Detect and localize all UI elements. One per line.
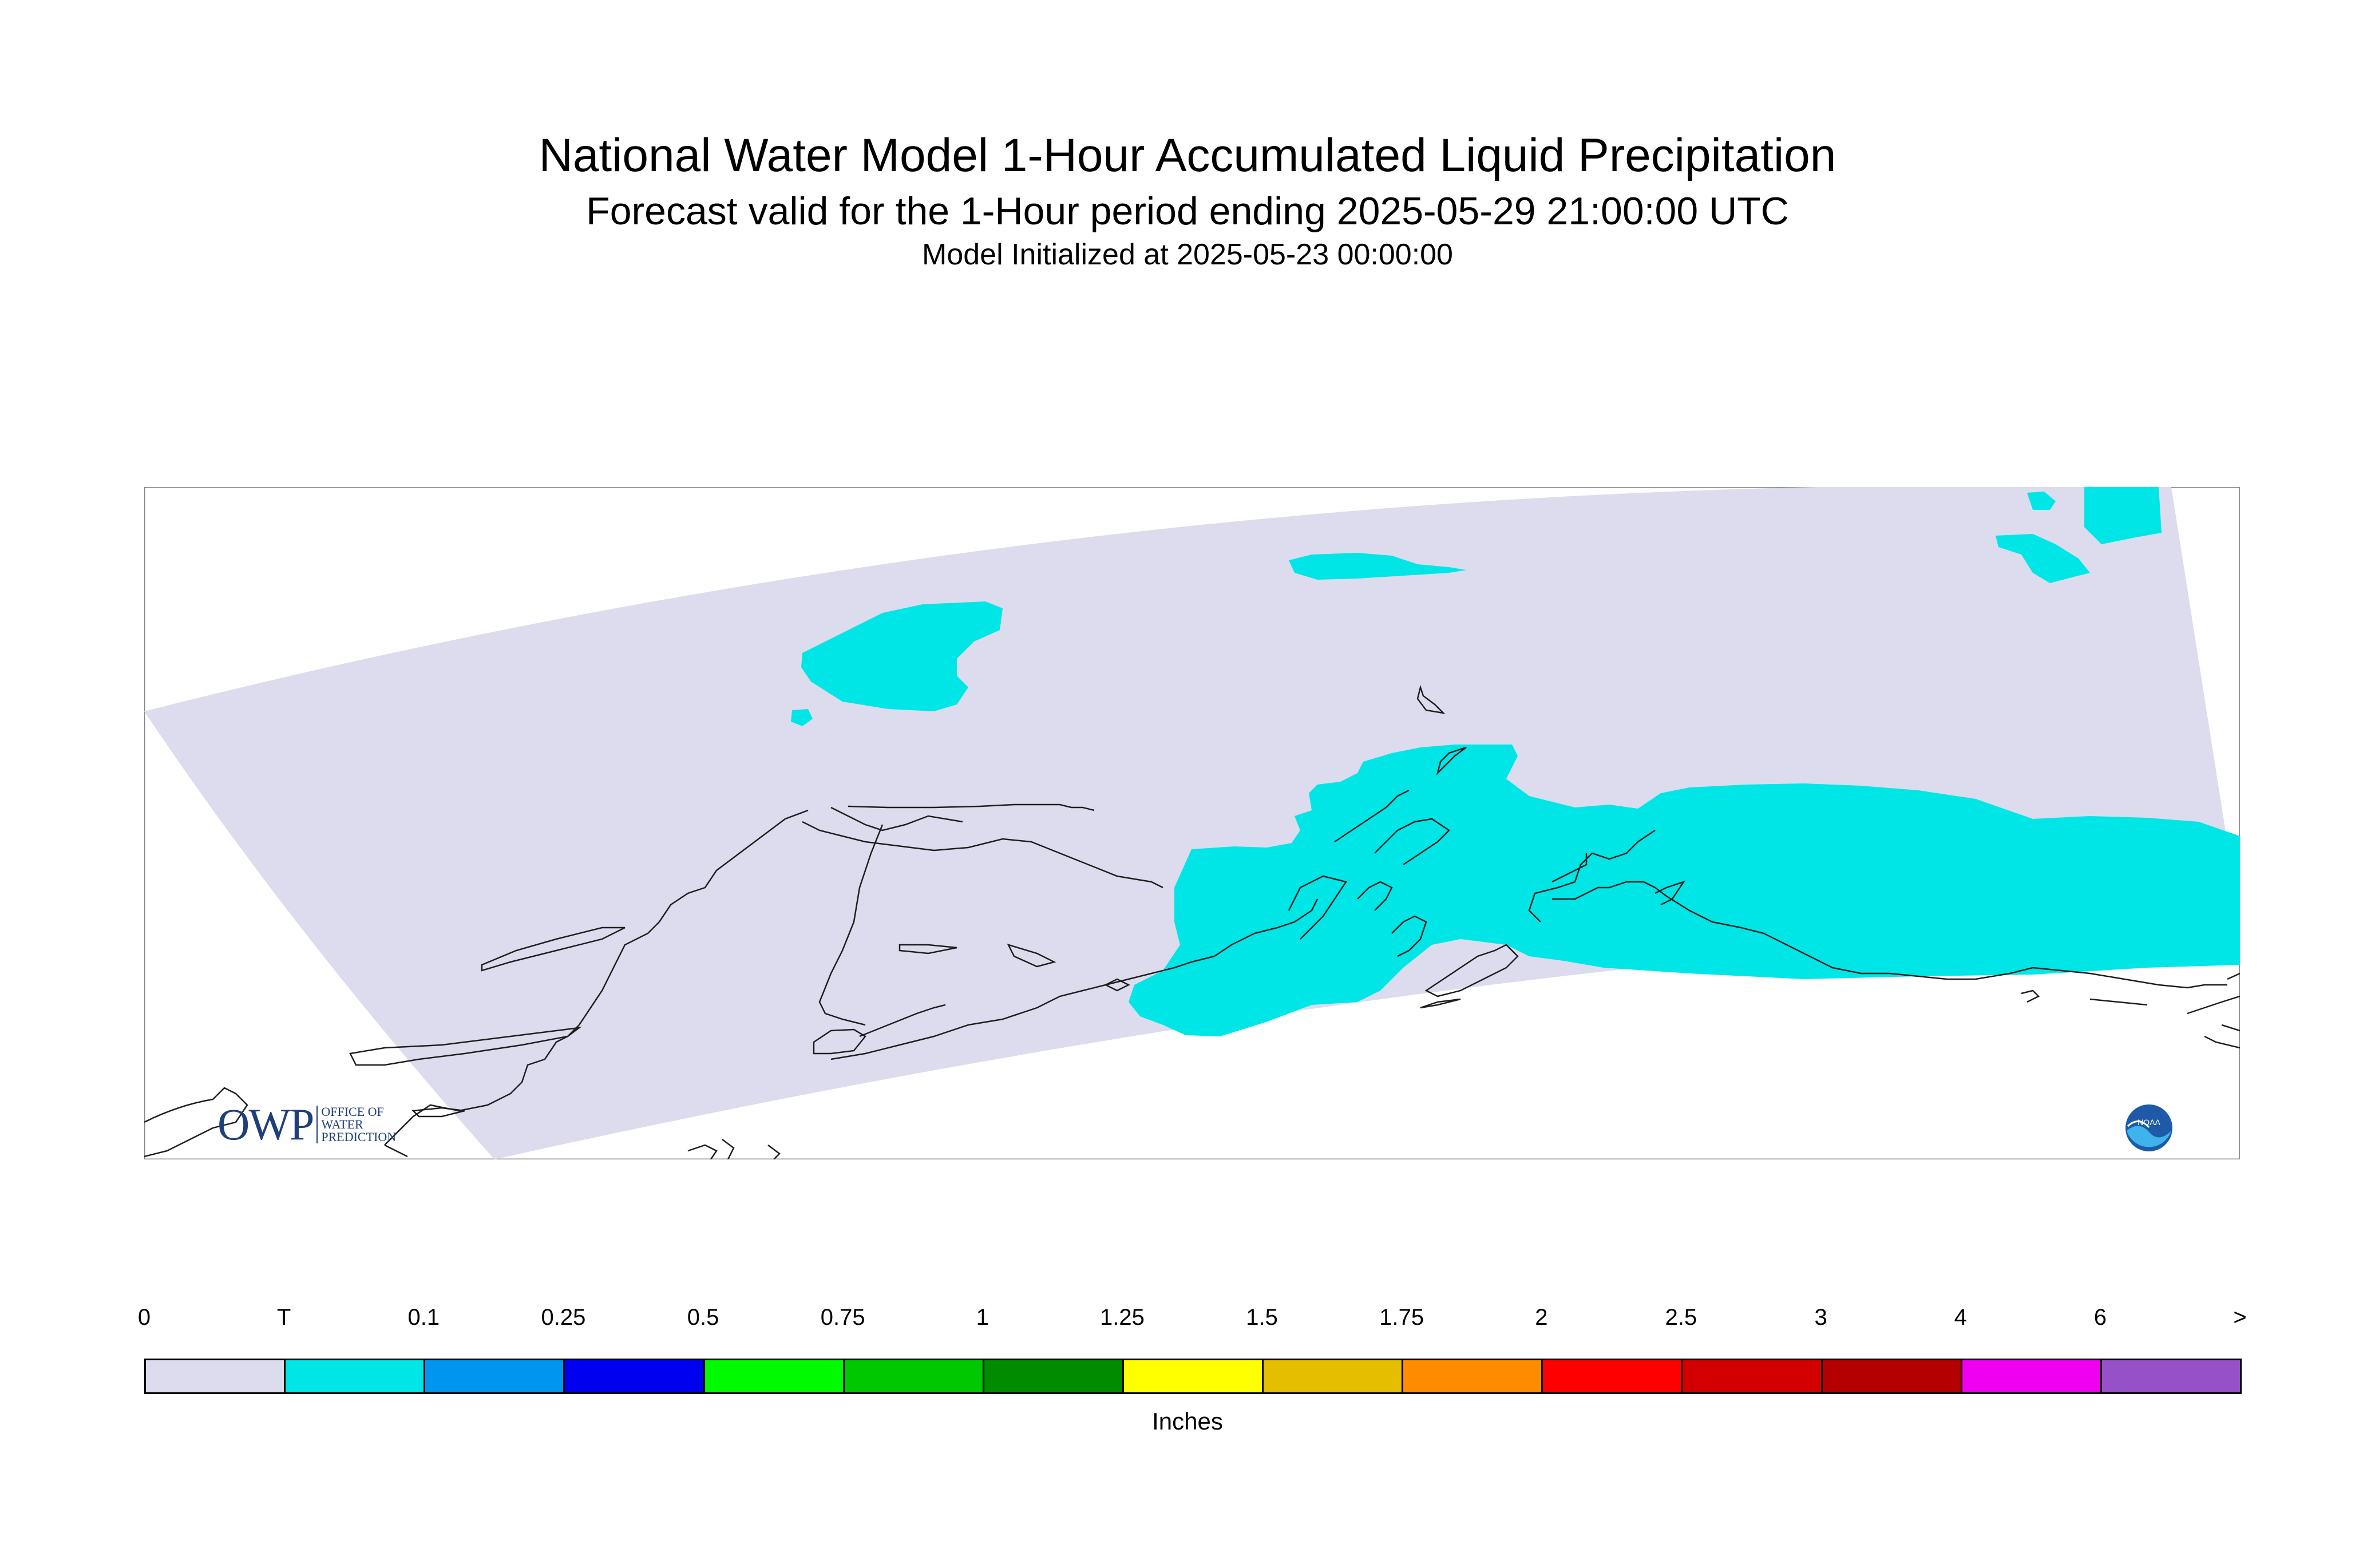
legend-swatch	[1402, 1359, 1543, 1394]
legend-tick-label: 0	[137, 1305, 151, 1330]
precip-area	[1289, 553, 1466, 580]
owp-sub-line: WATER	[321, 1117, 363, 1131]
chart-subtitle: Forecast valid for the 1-Hour period end…	[586, 189, 1789, 233]
legend-tick-label: 0.1	[407, 1305, 440, 1330]
precip-area	[2027, 492, 2056, 510]
coastline	[818, 824, 884, 1026]
legend-tick-label: T	[276, 1305, 291, 1330]
legend-tick-label: 1	[976, 1305, 989, 1330]
legend-swatch	[842, 1359, 984, 1394]
model-init-line: Model Initialized at 2025-05-23 00:00:00	[922, 238, 1453, 271]
legend-tick-label: 6	[2093, 1305, 2107, 1330]
coastline	[384, 1144, 408, 1158]
legend-tick-label: 2.5	[1665, 1305, 1697, 1330]
coastline	[411, 1107, 465, 1118]
legend-tick-label: 0.25	[541, 1305, 586, 1330]
legend-swatch	[982, 1359, 1124, 1394]
coastline	[2227, 972, 2240, 980]
legend-swatch	[1122, 1359, 1264, 1394]
coastline	[1551, 853, 1588, 883]
legend-tick-label: >	[2233, 1305, 2247, 1330]
coastline	[830, 955, 1215, 1060]
coastline	[144, 1087, 248, 1158]
coastline	[481, 926, 626, 972]
coastline	[687, 1144, 718, 1159]
coastline	[1357, 881, 1393, 911]
coastline	[1424, 944, 1519, 997]
precip-area	[1129, 745, 2240, 1036]
legend-swatch	[1541, 1359, 1683, 1394]
coastline	[848, 803, 1095, 811]
coastline	[384, 809, 809, 1146]
legend-tick-label: 1.75	[1379, 1305, 1424, 1330]
legend-tick-label: 3	[1814, 1305, 1827, 1330]
coastline	[1436, 746, 1467, 776]
precip-areas	[791, 487, 2240, 1036]
legend-tick-label: 1.25	[1099, 1305, 1145, 1330]
coastline	[1334, 789, 1410, 843]
coastline	[722, 1139, 735, 1159]
coastline	[2089, 998, 2148, 1006]
legend-swatch	[2100, 1359, 2242, 1394]
precip-area	[791, 709, 813, 726]
coastline	[2187, 995, 2240, 1015]
owp-logo: OWP OFFICE OF WATER PREDICTION	[217, 1099, 396, 1150]
legend-swatch	[703, 1359, 845, 1394]
legend-swatch	[1960, 1359, 2102, 1394]
coastlines	[144, 684, 2240, 1159]
coastline	[1391, 915, 1427, 957]
legend-swatch	[1820, 1359, 1962, 1394]
legend-tick-label: 4	[1954, 1305, 1967, 1330]
coastline	[2221, 1024, 2240, 1032]
coastline	[813, 1028, 866, 1055]
legend-swatch	[1681, 1359, 1823, 1394]
coastline	[2204, 1035, 2240, 1049]
legend-swatch	[144, 1359, 286, 1394]
coastline	[2021, 989, 2040, 1003]
coastline	[859, 1004, 946, 1038]
precip-map	[144, 487, 2240, 1159]
legend-swatch	[423, 1359, 565, 1394]
coastline	[830, 806, 963, 831]
coastline	[898, 944, 957, 955]
coastline	[1288, 875, 1348, 940]
legend-tick-label: 0.5	[687, 1305, 719, 1330]
coastline	[802, 821, 1163, 889]
coastline	[1552, 881, 2227, 989]
noaa-logo-text: NOAA	[2138, 1118, 2160, 1127]
coastline	[767, 1145, 781, 1159]
legend-tick-label: 2	[1535, 1305, 1548, 1330]
owp-sub-line: OFFICE OF	[321, 1104, 384, 1119]
legend-units: Inches	[1152, 1408, 1223, 1435]
owp-logo-text: OWP	[217, 1099, 314, 1149]
legend-swatch	[284, 1359, 426, 1394]
coastline	[1104, 978, 1130, 992]
legend-swatch	[563, 1359, 705, 1394]
coastline	[1654, 880, 1686, 906]
coastline	[1374, 818, 1450, 866]
coastline	[1214, 898, 1319, 957]
precip-area	[801, 601, 1003, 711]
chart-title: National Water Model 1-Hour Accumulated …	[539, 129, 1836, 181]
legend-swatch	[1262, 1359, 1404, 1394]
owp-logo-subtext: OFFICE OF WATER PREDICTION	[316, 1106, 396, 1143]
coastline	[1416, 684, 1446, 714]
model-domain	[144, 487, 2240, 1159]
coastline	[1528, 829, 1656, 922]
legend-tick-label: 1.5	[1246, 1305, 1278, 1330]
legend-tick-label: 0.75	[820, 1305, 865, 1330]
coastline	[1007, 943, 1056, 968]
precip-area	[1996, 534, 2090, 583]
coastline	[1420, 998, 1461, 1009]
precip-area	[2084, 487, 2162, 544]
noaa-logo-icon: NOAA	[2125, 1104, 2172, 1151]
owp-sub-line: PREDICTION	[321, 1130, 397, 1144]
legend: 0 T 0.1 0.25 0.5 0.75 1 1.25 1.5 1.75 2 2.5 3 4 6 > Inc…	[0, 1305, 2375, 1454]
